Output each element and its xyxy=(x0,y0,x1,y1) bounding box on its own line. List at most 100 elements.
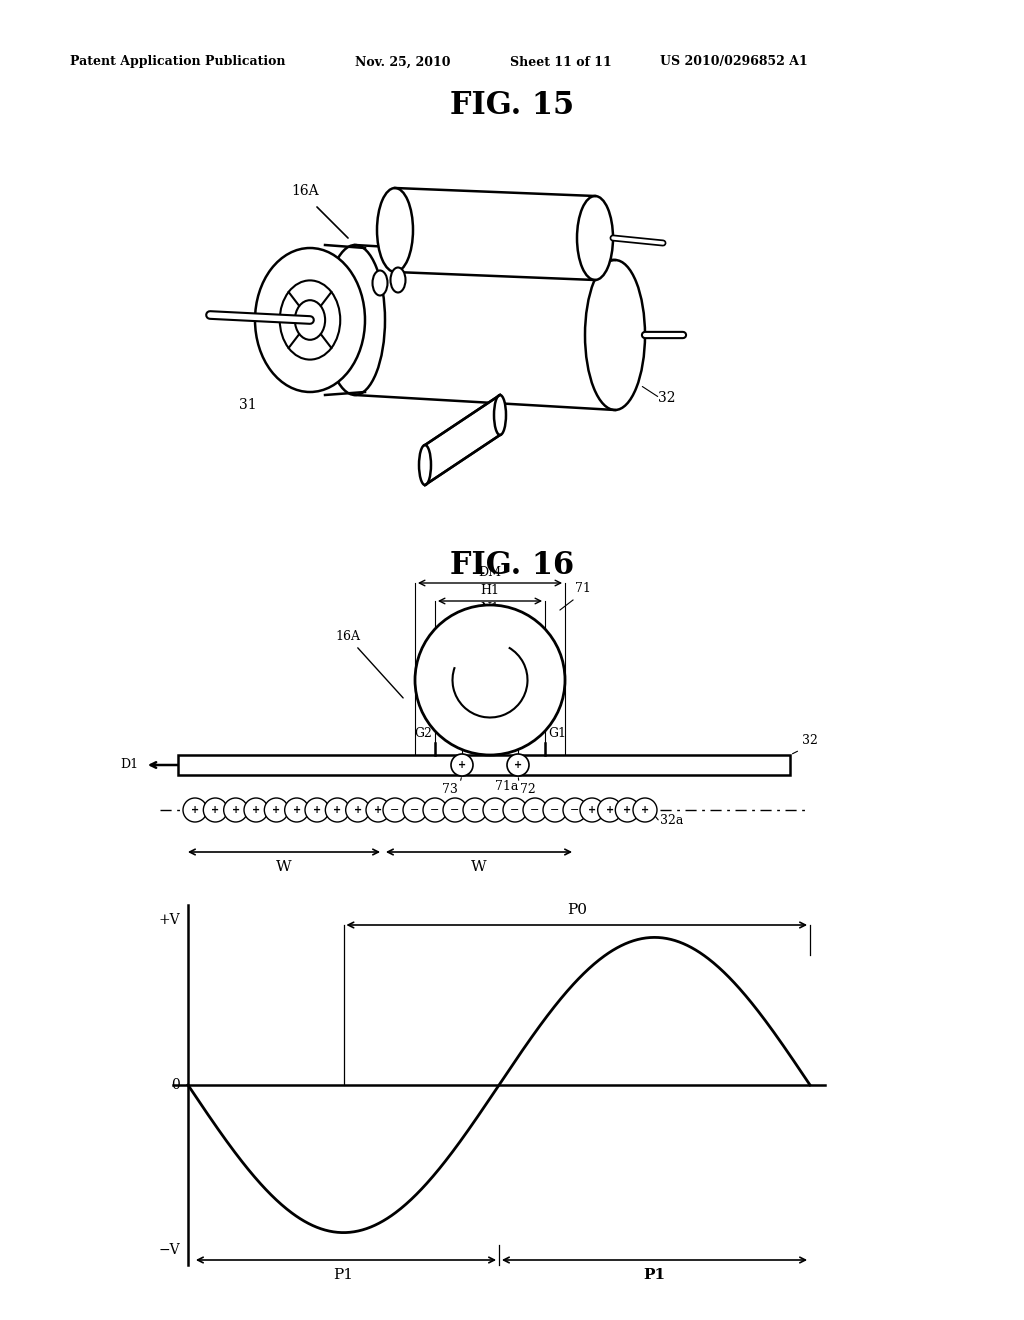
Text: 16A: 16A xyxy=(291,183,318,198)
Text: +: + xyxy=(231,805,240,814)
Text: +: + xyxy=(641,805,649,814)
Text: 71a: 71a xyxy=(495,780,518,793)
Ellipse shape xyxy=(585,260,645,411)
Text: −: − xyxy=(411,805,420,814)
Polygon shape xyxy=(425,395,500,484)
Text: +: + xyxy=(313,805,322,814)
Text: Patent Application Publication: Patent Application Publication xyxy=(70,55,286,69)
Text: D1: D1 xyxy=(120,759,138,771)
Circle shape xyxy=(383,799,407,822)
Text: +: + xyxy=(252,805,260,814)
Ellipse shape xyxy=(295,300,326,339)
Text: W: W xyxy=(276,861,292,874)
Ellipse shape xyxy=(255,248,365,392)
Circle shape xyxy=(403,799,427,822)
Circle shape xyxy=(285,799,308,822)
Ellipse shape xyxy=(373,271,387,296)
Text: 71: 71 xyxy=(580,203,598,216)
Circle shape xyxy=(507,754,529,776)
Text: +: + xyxy=(624,805,632,814)
Text: +: + xyxy=(293,805,301,814)
Text: −: − xyxy=(490,805,500,814)
Text: +: + xyxy=(458,760,466,770)
Circle shape xyxy=(346,799,370,822)
Text: G1: G1 xyxy=(548,727,566,741)
Polygon shape xyxy=(395,187,595,280)
Circle shape xyxy=(523,799,547,822)
Text: US 2010/0296852 A1: US 2010/0296852 A1 xyxy=(660,55,808,69)
Text: +: + xyxy=(588,805,596,814)
Ellipse shape xyxy=(577,195,613,280)
Text: −: − xyxy=(550,805,560,814)
Text: G2: G2 xyxy=(414,727,432,741)
Text: 32: 32 xyxy=(802,734,818,747)
Circle shape xyxy=(244,799,268,822)
Text: 73: 73 xyxy=(442,783,458,796)
Text: +V: +V xyxy=(159,913,180,927)
Circle shape xyxy=(264,799,289,822)
Text: −: − xyxy=(510,805,520,814)
Text: −: − xyxy=(470,805,479,814)
Text: 71a: 71a xyxy=(590,293,616,308)
Circle shape xyxy=(423,799,447,822)
Text: 72: 72 xyxy=(520,783,536,796)
Text: +: + xyxy=(190,805,199,814)
Text: +: + xyxy=(605,805,613,814)
Text: 32a: 32a xyxy=(660,813,683,826)
Text: DM: DM xyxy=(478,566,502,579)
Text: −: − xyxy=(570,805,580,814)
Text: 16A: 16A xyxy=(335,630,403,698)
Ellipse shape xyxy=(280,280,340,359)
Text: +: + xyxy=(374,805,382,814)
Ellipse shape xyxy=(325,246,385,395)
Text: +: + xyxy=(333,805,341,814)
Circle shape xyxy=(598,799,622,822)
Text: W: W xyxy=(471,861,486,874)
Circle shape xyxy=(326,799,349,822)
Text: +: + xyxy=(272,805,281,814)
Text: FIG. 16: FIG. 16 xyxy=(450,549,574,581)
Text: +: + xyxy=(211,805,219,814)
Circle shape xyxy=(223,799,248,822)
Circle shape xyxy=(483,799,507,822)
Circle shape xyxy=(543,799,567,822)
Text: Nov. 25, 2010: Nov. 25, 2010 xyxy=(355,55,451,69)
Text: 31: 31 xyxy=(240,399,257,412)
Text: P1: P1 xyxy=(643,1269,666,1282)
Text: Sheet 11 of 11: Sheet 11 of 11 xyxy=(510,55,611,69)
Text: −V: −V xyxy=(159,1243,180,1257)
Circle shape xyxy=(580,799,604,822)
Polygon shape xyxy=(355,246,615,411)
Ellipse shape xyxy=(390,268,406,293)
Text: 71: 71 xyxy=(575,582,591,595)
Text: 30: 30 xyxy=(439,433,457,447)
Text: H1: H1 xyxy=(480,583,500,597)
Circle shape xyxy=(451,754,473,776)
Text: −: − xyxy=(390,805,399,814)
Circle shape xyxy=(503,799,527,822)
Text: −: − xyxy=(530,805,540,814)
Text: 0: 0 xyxy=(171,1078,180,1092)
Ellipse shape xyxy=(419,445,431,484)
Circle shape xyxy=(366,799,390,822)
Text: +: + xyxy=(353,805,361,814)
Circle shape xyxy=(305,799,329,822)
Text: −: − xyxy=(451,805,460,814)
Polygon shape xyxy=(178,755,790,775)
Text: 32: 32 xyxy=(658,391,676,405)
Ellipse shape xyxy=(377,187,413,272)
Circle shape xyxy=(615,799,639,822)
Circle shape xyxy=(443,799,467,822)
Text: −: − xyxy=(430,805,439,814)
Circle shape xyxy=(563,799,587,822)
Text: N1: N1 xyxy=(480,602,500,615)
Text: P0: P0 xyxy=(566,903,587,917)
Circle shape xyxy=(463,799,487,822)
Circle shape xyxy=(204,799,227,822)
Circle shape xyxy=(415,605,565,755)
Text: P1: P1 xyxy=(334,1269,353,1282)
Circle shape xyxy=(183,799,207,822)
Text: +: + xyxy=(514,760,522,770)
Circle shape xyxy=(633,799,657,822)
Ellipse shape xyxy=(494,395,506,436)
